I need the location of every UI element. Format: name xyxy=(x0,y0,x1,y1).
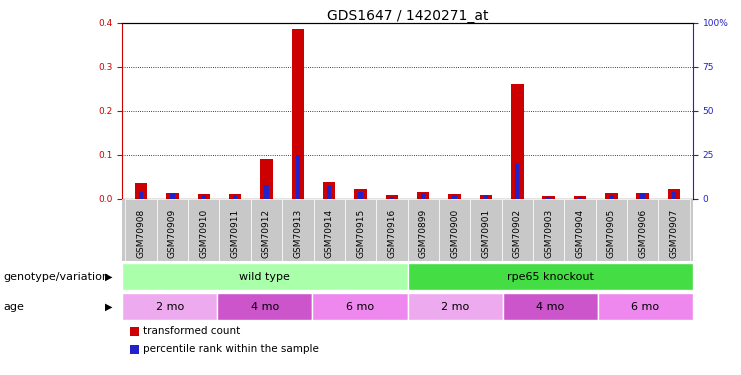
Bar xyxy=(265,184,269,199)
Bar xyxy=(515,164,519,199)
Bar xyxy=(627,199,658,261)
Bar xyxy=(471,199,502,261)
Bar xyxy=(217,293,313,320)
Bar xyxy=(565,199,596,261)
Text: GSM70912: GSM70912 xyxy=(262,209,271,258)
Bar xyxy=(421,194,425,199)
Bar xyxy=(323,182,336,199)
Bar xyxy=(658,199,690,261)
Bar xyxy=(502,293,598,320)
Bar xyxy=(637,193,649,199)
Text: 2 mo: 2 mo xyxy=(156,302,184,312)
Bar xyxy=(354,189,367,199)
Bar xyxy=(282,199,313,261)
Bar xyxy=(408,293,502,320)
Bar xyxy=(484,195,488,199)
Text: ▶: ▶ xyxy=(105,302,113,312)
Bar xyxy=(359,192,362,199)
Bar xyxy=(233,195,237,199)
Bar xyxy=(672,192,677,199)
Bar xyxy=(125,199,157,261)
Bar xyxy=(157,199,188,261)
Bar xyxy=(313,199,345,261)
Text: GSM70908: GSM70908 xyxy=(136,208,145,258)
Bar xyxy=(452,195,456,199)
Bar xyxy=(202,195,206,199)
Text: transformed count: transformed count xyxy=(143,327,240,336)
Text: GSM70903: GSM70903 xyxy=(544,208,553,258)
Bar xyxy=(327,186,331,199)
Text: GSM70907: GSM70907 xyxy=(670,208,679,258)
Bar xyxy=(122,199,693,261)
Bar xyxy=(408,263,693,290)
Bar xyxy=(511,84,524,199)
Bar xyxy=(609,195,614,199)
Text: GSM70910: GSM70910 xyxy=(199,208,208,258)
Bar xyxy=(502,199,533,261)
Text: GSM70913: GSM70913 xyxy=(293,208,302,258)
Bar xyxy=(229,194,242,199)
Bar xyxy=(122,263,408,290)
Bar xyxy=(596,199,627,261)
Bar xyxy=(408,199,439,261)
Bar xyxy=(542,196,555,199)
Text: GDS1647 / 1420271_at: GDS1647 / 1420271_at xyxy=(327,9,488,23)
Bar xyxy=(574,196,586,199)
Text: GSM70900: GSM70900 xyxy=(450,208,459,258)
Text: GSM70909: GSM70909 xyxy=(168,208,177,258)
Bar xyxy=(170,194,175,199)
Bar xyxy=(260,159,273,199)
Text: rpe65 knockout: rpe65 knockout xyxy=(507,272,594,282)
Text: GSM70904: GSM70904 xyxy=(576,209,585,258)
Text: GSM70914: GSM70914 xyxy=(325,209,333,258)
Text: GSM70916: GSM70916 xyxy=(388,208,396,258)
Bar xyxy=(122,293,217,320)
Bar xyxy=(385,195,398,199)
Text: age: age xyxy=(4,302,24,312)
Bar xyxy=(135,183,147,199)
Bar xyxy=(188,199,219,261)
Text: GSM70911: GSM70911 xyxy=(230,208,239,258)
Bar xyxy=(198,194,210,199)
Text: 4 mo: 4 mo xyxy=(536,302,565,312)
Text: GSM70901: GSM70901 xyxy=(482,208,491,258)
Bar xyxy=(166,194,179,199)
Bar xyxy=(640,194,645,199)
Bar xyxy=(598,293,693,320)
Text: GSM70905: GSM70905 xyxy=(607,208,616,258)
Bar xyxy=(376,199,408,261)
Bar xyxy=(390,197,394,199)
Bar xyxy=(578,197,582,199)
Text: 4 mo: 4 mo xyxy=(250,302,279,312)
Text: 6 mo: 6 mo xyxy=(631,302,659,312)
Text: percentile rank within the sample: percentile rank within the sample xyxy=(143,345,319,354)
Bar xyxy=(448,194,461,199)
Bar xyxy=(313,293,408,320)
Bar xyxy=(668,189,680,199)
Bar xyxy=(479,195,492,199)
Text: GSM70915: GSM70915 xyxy=(356,208,365,258)
Text: 6 mo: 6 mo xyxy=(346,302,374,312)
Bar xyxy=(250,199,282,261)
Bar xyxy=(546,197,551,199)
Bar xyxy=(533,199,565,261)
Bar xyxy=(139,192,143,199)
Bar xyxy=(417,192,430,199)
Text: GSM70902: GSM70902 xyxy=(513,209,522,258)
Text: ▶: ▶ xyxy=(105,272,113,282)
Bar xyxy=(605,194,617,199)
Text: GSM70906: GSM70906 xyxy=(638,208,647,258)
Text: genotype/variation: genotype/variation xyxy=(4,272,110,282)
Bar xyxy=(439,199,471,261)
Bar xyxy=(296,154,300,199)
Text: GSM70899: GSM70899 xyxy=(419,208,428,258)
Bar xyxy=(345,199,376,261)
Bar xyxy=(219,199,250,261)
Text: wild type: wild type xyxy=(239,272,290,282)
Text: 2 mo: 2 mo xyxy=(441,302,469,312)
Bar xyxy=(291,29,304,199)
